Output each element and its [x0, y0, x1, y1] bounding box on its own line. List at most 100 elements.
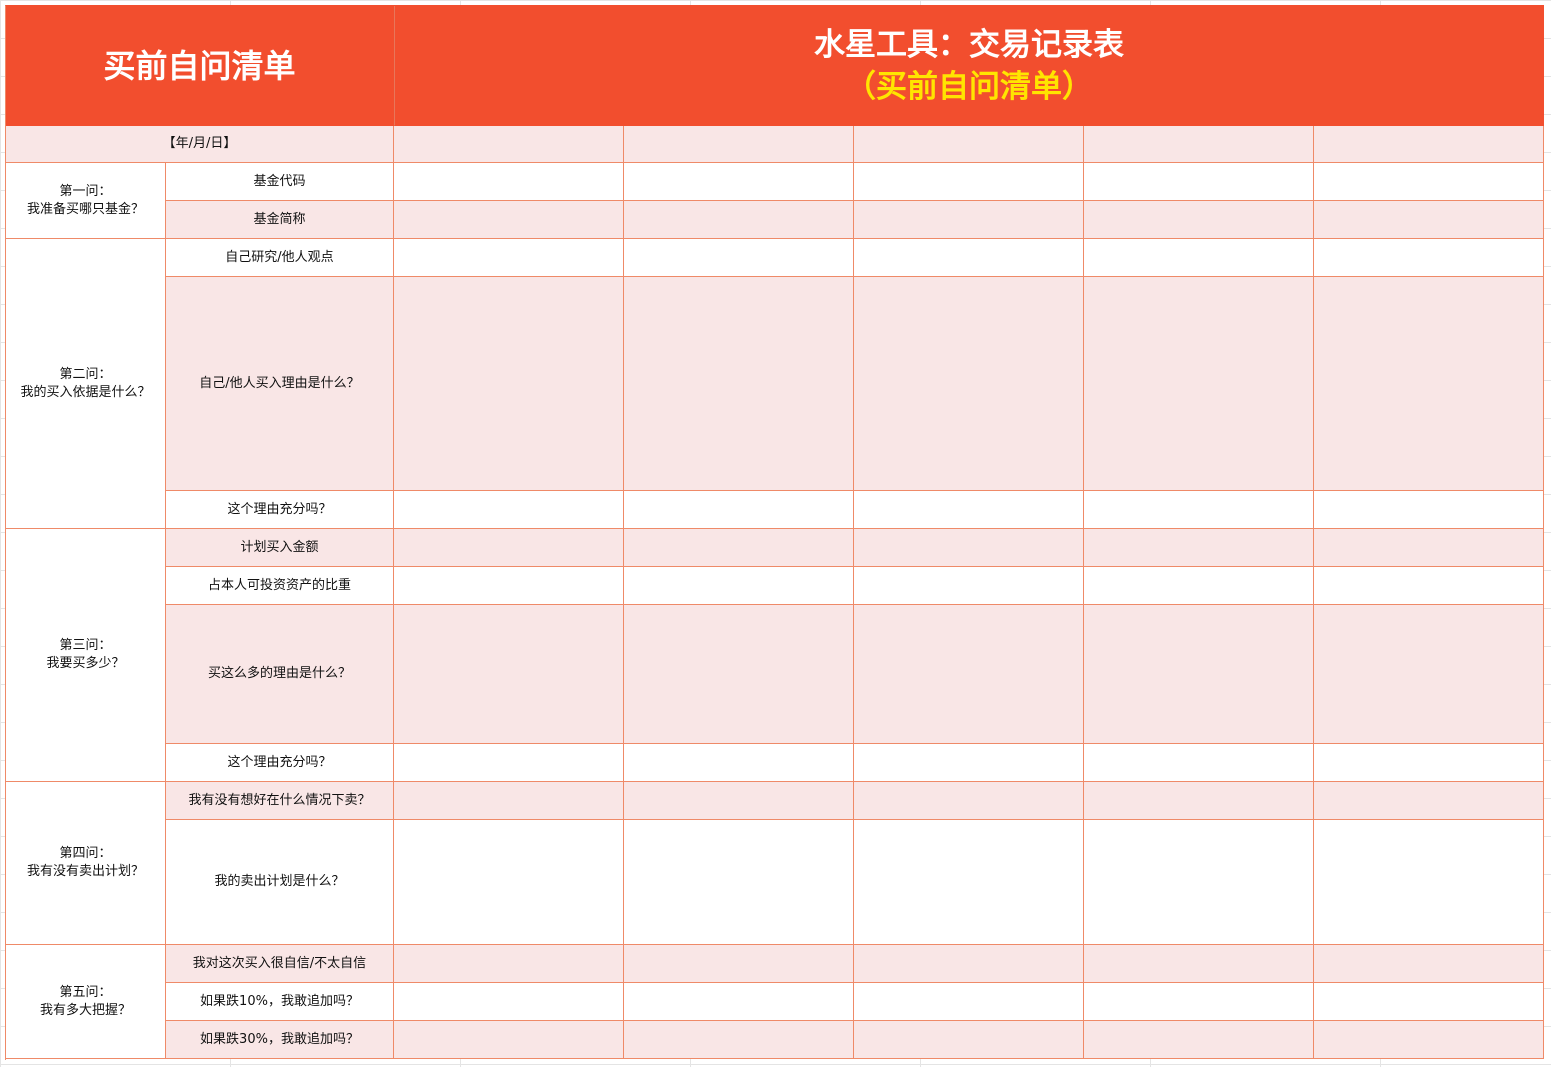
data-cell[interactable] [394, 567, 624, 605]
item-label-cell[interactable]: 计划买入金额 [166, 529, 394, 567]
data-cell[interactable] [1314, 744, 1544, 782]
item-label-cell[interactable]: 我有没有想好在什么情况下卖？ [166, 782, 394, 820]
data-cell[interactable] [624, 744, 854, 782]
data-cell[interactable] [854, 1021, 1084, 1059]
question-cell[interactable]: 第五问： 我有多大把握？ [6, 945, 166, 1059]
data-cell[interactable] [1084, 744, 1314, 782]
data-cell[interactable] [394, 126, 624, 163]
data-cell[interactable] [624, 605, 854, 744]
data-cell[interactable] [1084, 126, 1314, 163]
data-cell[interactable] [394, 820, 624, 945]
question-cell[interactable]: 第一问： 我准备买哪只基金？ [6, 163, 166, 239]
data-cell[interactable] [1084, 277, 1314, 491]
data-cell[interactable] [1084, 529, 1314, 567]
data-cell[interactable] [394, 201, 624, 239]
data-cell[interactable] [1084, 605, 1314, 744]
data-cell[interactable] [394, 163, 624, 201]
data-cell[interactable] [854, 126, 1084, 163]
data-cell[interactable] [854, 567, 1084, 605]
data-cell[interactable] [624, 201, 854, 239]
data-cell[interactable] [1084, 163, 1314, 201]
data-cell[interactable] [1084, 201, 1314, 239]
data-cell[interactable] [1314, 529, 1544, 567]
data-cell[interactable] [854, 529, 1084, 567]
data-cell[interactable] [1314, 945, 1544, 983]
data-cell[interactable] [394, 983, 624, 1021]
data-cell[interactable] [624, 277, 854, 491]
data-cell[interactable] [1084, 239, 1314, 277]
data-cell[interactable] [394, 1021, 624, 1059]
date-cell[interactable]: 【年/月/日】 [6, 126, 394, 163]
item-label-cell[interactable]: 如果跌30%，我敢追加吗？ [166, 1021, 394, 1059]
data-cell[interactable] [624, 782, 854, 820]
data-cell[interactable] [394, 945, 624, 983]
data-cell[interactable] [394, 277, 624, 491]
data-cell[interactable] [624, 945, 854, 983]
item-label-cell[interactable]: 基金简称 [166, 201, 394, 239]
data-cell[interactable] [1084, 782, 1314, 820]
data-cell[interactable] [624, 1021, 854, 1059]
question-cell[interactable]: 第二问： 我的买入依据是什么？ [6, 239, 166, 529]
data-cell[interactable] [854, 983, 1084, 1021]
data-cell[interactable] [394, 782, 624, 820]
header-right[interactable]: 水星工具：交易记录表 （买前自问清单） [394, 6, 1544, 126]
data-cell[interactable] [1314, 491, 1544, 529]
data-cell[interactable] [1084, 945, 1314, 983]
data-cell[interactable] [854, 277, 1084, 491]
data-cell[interactable] [1314, 820, 1544, 945]
data-cell[interactable] [394, 529, 624, 567]
data-cell[interactable] [1314, 782, 1544, 820]
data-cell[interactable] [1314, 983, 1544, 1021]
data-cell[interactable] [1314, 605, 1544, 744]
data-cell[interactable] [1314, 201, 1544, 239]
item-label-cell[interactable]: 我的卖出计划是什么？ [166, 820, 394, 945]
data-cell[interactable] [854, 782, 1084, 820]
data-cell[interactable] [854, 491, 1084, 529]
data-cell[interactable] [394, 239, 624, 277]
item-label: 占本人可投资资产的比重 [207, 577, 351, 593]
data-cell[interactable] [1314, 126, 1544, 163]
item-label-cell[interactable]: 如果跌10%，我敢追加吗？ [166, 983, 394, 1021]
data-cell[interactable] [1314, 567, 1544, 605]
item-label-cell[interactable]: 我对这次买入很自信/不太自信 [166, 945, 394, 983]
data-cell[interactable] [1314, 1021, 1544, 1059]
item-label-cell[interactable]: 买这么多的理由是什么？ [166, 605, 394, 744]
data-cell[interactable] [624, 529, 854, 567]
data-cell[interactable] [624, 983, 854, 1021]
data-cell[interactable] [854, 239, 1084, 277]
data-cell[interactable] [854, 820, 1084, 945]
data-cell[interactable] [624, 239, 854, 277]
data-cell[interactable] [394, 744, 624, 782]
data-cell[interactable] [1084, 491, 1314, 529]
data-cell[interactable] [394, 491, 624, 529]
data-cell[interactable] [854, 744, 1084, 782]
data-cell[interactable] [624, 163, 854, 201]
data-cell[interactable] [854, 605, 1084, 744]
data-cell[interactable] [624, 126, 854, 163]
data-cell[interactable] [854, 163, 1084, 201]
item-label-cell[interactable]: 基金代码 [166, 163, 394, 201]
data-cell[interactable] [624, 491, 854, 529]
header-left[interactable]: 买前自问清单 [6, 6, 394, 126]
item-label-cell[interactable]: 这个理由充分吗？ [166, 491, 394, 529]
data-cell[interactable] [1084, 567, 1314, 605]
data-cell[interactable] [624, 820, 854, 945]
data-cell[interactable] [394, 605, 624, 744]
data-cell[interactable] [1314, 163, 1544, 201]
left-title: 买前自问清单 [103, 46, 296, 85]
item-label-cell[interactable]: 这个理由充分吗？ [166, 744, 394, 782]
data-cell[interactable] [1084, 1021, 1314, 1059]
item-label-cell[interactable]: 占本人可投资资产的比重 [166, 567, 394, 605]
data-cell[interactable] [854, 945, 1084, 983]
data-cell[interactable] [1314, 239, 1544, 277]
data-cell[interactable] [854, 201, 1084, 239]
item-label-cell[interactable]: 自己研究/他人观点 [166, 239, 394, 277]
data-cell[interactable] [1084, 820, 1314, 945]
data-cell[interactable] [1084, 983, 1314, 1021]
item-label: 我的卖出计划是什么？ [214, 874, 345, 889]
data-cell[interactable] [624, 567, 854, 605]
item-label-cell[interactable]: 自己/他人买入理由是什么？ [166, 277, 394, 491]
question-cell[interactable]: 第三问： 我要买多少？ [6, 529, 166, 782]
question-cell[interactable]: 第四问： 我有没有卖出计划？ [6, 782, 166, 945]
data-cell[interactable] [1314, 277, 1544, 491]
